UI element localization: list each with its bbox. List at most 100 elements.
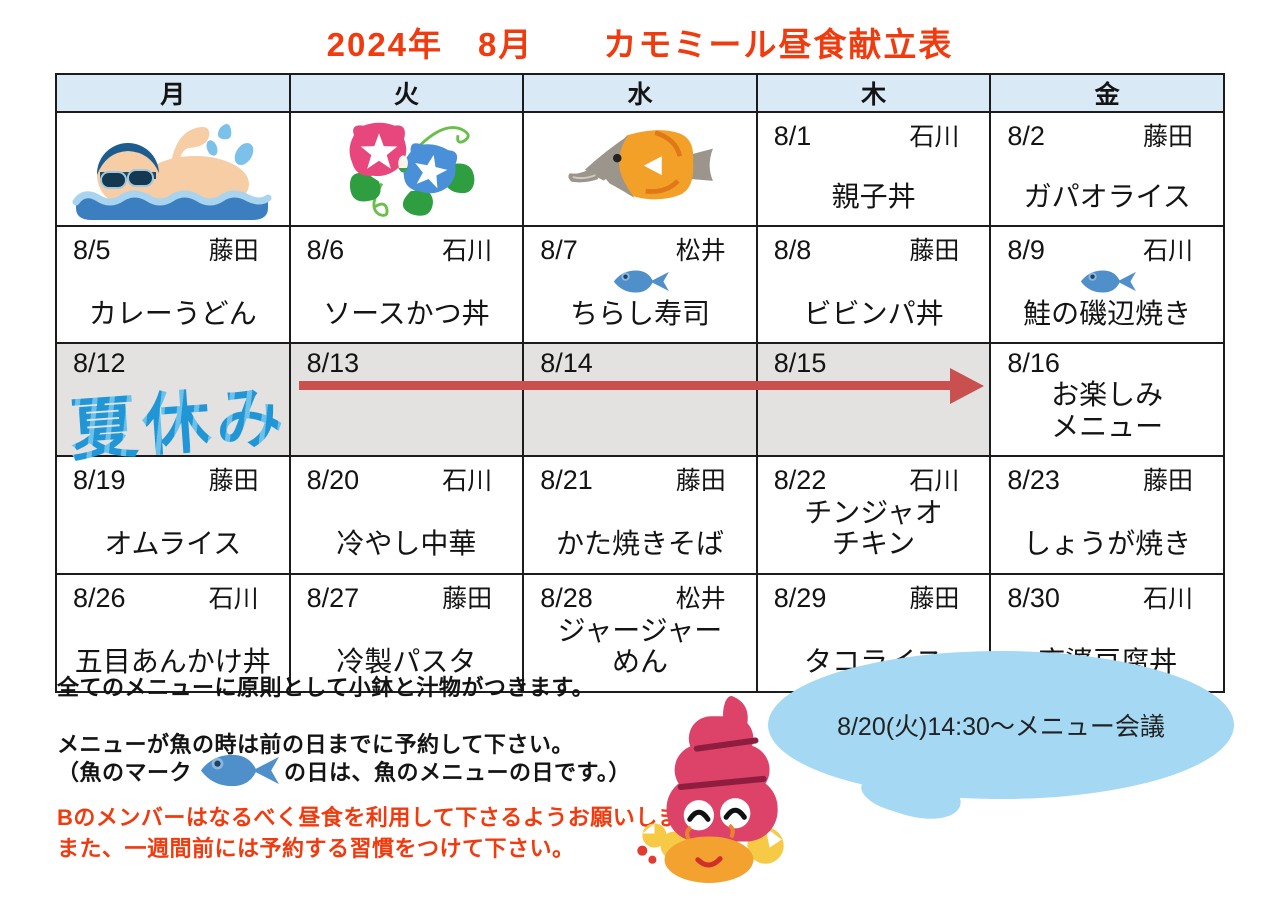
- fish-day-marker: [991, 267, 1223, 296]
- calendar-cell: [522, 111, 758, 227]
- morning-glory-illustration: [349, 122, 475, 217]
- cell-date-line: 8/30 石川: [991, 575, 1223, 615]
- cell-staff: 石川: [442, 467, 493, 496]
- calendar-cell: 8/8 藤田ビビンパ丼: [755, 224, 992, 345]
- page-title: 2024年 8月 カモミール昼食献立表: [326, 26, 954, 63]
- cell-date-line: 8/12: [57, 344, 289, 379]
- cell-date: 8/8: [773, 235, 812, 265]
- cell-staff: 藤田: [208, 237, 259, 265]
- cell-date-line: 8/16: [991, 344, 1223, 379]
- calendar-cell: 8/23 藤田 しょうが焼き: [989, 455, 1225, 575]
- fish-day-marker: [524, 267, 756, 296]
- note-members-request: Bのメンバーはなるべく昼食を利用して下さるようお願いします。: [57, 805, 724, 830]
- note-fish-mark-before: （魚のマーク: [57, 759, 193, 785]
- calendar-cell: 8/16 お楽しみ メニュー: [989, 342, 1225, 458]
- calendar-row: 8/19 藤田 オムライス 8/20 石川 冷やし中華 8/21 藤田 かた焼きそば 8/22 石川…: [55, 455, 1225, 575]
- swimmer-illustration: [72, 123, 272, 220]
- cell-date: 8/23: [1007, 465, 1060, 496]
- cell-staff: 藤田: [909, 584, 960, 613]
- day-header-thu: 木: [755, 73, 992, 113]
- day-header-mon: 月: [55, 73, 291, 113]
- calendar-cell: [288, 111, 525, 227]
- cell-menu: しょうが焼き: [1023, 528, 1192, 560]
- calendar-cell: [55, 111, 291, 227]
- cell-date: 8/14: [540, 348, 593, 379]
- meeting-speech-bubble: 8/20(火)14:30～メニュー会議: [768, 651, 1234, 799]
- cell-menu: ジャージャー めん: [557, 614, 723, 678]
- cell-date: 8/16: [1007, 348, 1060, 379]
- calendar-cell: 8/13: [288, 342, 525, 458]
- calendar-cell: 8/26 石川 五目あんかけ丼: [55, 572, 291, 693]
- cell-staff: 石川: [1142, 237, 1193, 265]
- cell-menu: お楽しみ メニュー: [1051, 379, 1164, 442]
- cell-date-line: 8/15: [758, 344, 990, 379]
- calendar-cell: 8/19 藤田 オムライス: [55, 455, 291, 575]
- cell-date-line: 8/20 石川: [291, 457, 523, 497]
- summer-vacation-arrow: [299, 381, 951, 390]
- calendar-row: 8/12 夏休み 8/13 8/14 8/15 8/16 お楽しみ メニュー: [55, 342, 1225, 470]
- cell-date: 8/15: [773, 348, 827, 379]
- calendar-cell: 8/2 藤田ガパオライス: [989, 111, 1225, 227]
- cell-menu: チンジャオ チキン: [804, 497, 943, 560]
- calendar-cell: 8/27 藤田冷製パスタ: [288, 572, 525, 693]
- cell-staff: 松井: [675, 237, 726, 265]
- cell-date-line: 8/26 石川: [57, 575, 289, 615]
- cell-staff: 松井: [675, 584, 726, 613]
- cell-date: 8/19: [73, 465, 126, 496]
- cell-menu: ビビンパ丼: [803, 298, 944, 329]
- cell-staff: 石川: [442, 237, 493, 265]
- cell-date: 8/27: [306, 582, 360, 613]
- cell-staff: 石川: [909, 467, 960, 496]
- summer-vacation-label: 夏休み: [66, 361, 291, 475]
- cell-menu: かた焼きそば: [555, 528, 724, 560]
- cell-date: 8/9: [1007, 235, 1045, 265]
- day-header-fri: 金: [989, 73, 1225, 113]
- cell-menu: 鮭の磯辺焼き: [1023, 298, 1192, 329]
- cell-staff: 藤田: [909, 237, 960, 265]
- note-side-dishes: 全てのメニューに原則として小鉢と汁物がつきます。: [57, 675, 595, 700]
- longnose-fish-illustration: [568, 130, 713, 200]
- cell-date: 8/13: [306, 348, 360, 379]
- cell-date-line: 8/13: [291, 344, 523, 379]
- cell-staff: 藤田: [675, 467, 726, 496]
- cell-date-line: 8/5 藤田: [57, 227, 289, 267]
- cell-date-line: 8/2 藤田: [991, 113, 1223, 153]
- cell-date-line: 8/27 藤田: [291, 575, 523, 615]
- cell-date: 8/2: [1007, 121, 1045, 151]
- cell-menu: ガパオライス: [1023, 180, 1191, 212]
- day-header-tue: 火: [288, 73, 525, 113]
- cell-date: 8/26: [73, 582, 126, 613]
- note-reservation-habit: また、一週間前には予約する習慣をつけて下さい。: [57, 836, 575, 861]
- cell-date-line: 8/8 藤田: [758, 227, 990, 267]
- cell-date-line: 8/19 藤田: [57, 457, 289, 497]
- cell-date: 8/12: [73, 348, 126, 379]
- calendar-cell: 8/14: [522, 342, 758, 458]
- cell-menu: 冷製パスタ: [336, 646, 477, 678]
- cell-date: 8/22: [773, 465, 827, 496]
- cell-date-line: 8/29 藤田: [758, 575, 990, 615]
- cell-menu: カレーうどん: [88, 298, 257, 329]
- calendar-cell: 8/12 夏休み: [55, 342, 291, 470]
- calendar-cell: 8/1 石川 親子丼: [755, 111, 992, 227]
- calendar-row: 8/5 藤田 カレーうどん 8/6 石川 ソースかつ丼 8/7 松井 ちらし寿司 8/8 藤田 ビビ…: [55, 224, 1225, 345]
- calendar-cell: 8/6 石川 ソースかつ丼: [288, 224, 525, 345]
- cell-staff: 石川: [1142, 584, 1193, 613]
- fish-icon: [1081, 270, 1137, 293]
- calendar-cell: 8/22 石川 チンジャオ チキン: [755, 455, 992, 575]
- note-fish-mark: （魚のマーク の日は、魚のメニューの日です。）: [57, 750, 631, 791]
- calendar-cell: 8/5 藤田カレーうどん: [55, 224, 291, 345]
- cell-staff: 藤田: [1142, 123, 1193, 151]
- lunch-menu-table: 月火水木金: [55, 73, 1225, 693]
- calendar-cell: 8/21 藤田 かた焼きそば: [522, 455, 758, 575]
- cell-date-line: 8/9 石川: [991, 227, 1223, 267]
- weekday-header-row: 月火水木金: [55, 73, 1225, 113]
- cell-menu: 親子丼: [831, 180, 916, 212]
- cell-date-line: 8/6 石川: [291, 227, 523, 267]
- cell-date-line: 8/14: [524, 344, 756, 379]
- hermit-crab-illustration: [636, 686, 788, 888]
- cell-staff: 藤田: [208, 467, 259, 496]
- calendar-cell: 8/20 石川 冷やし中華: [288, 455, 525, 575]
- fish-icon: [192, 750, 284, 791]
- cell-date: 8/28: [540, 582, 593, 613]
